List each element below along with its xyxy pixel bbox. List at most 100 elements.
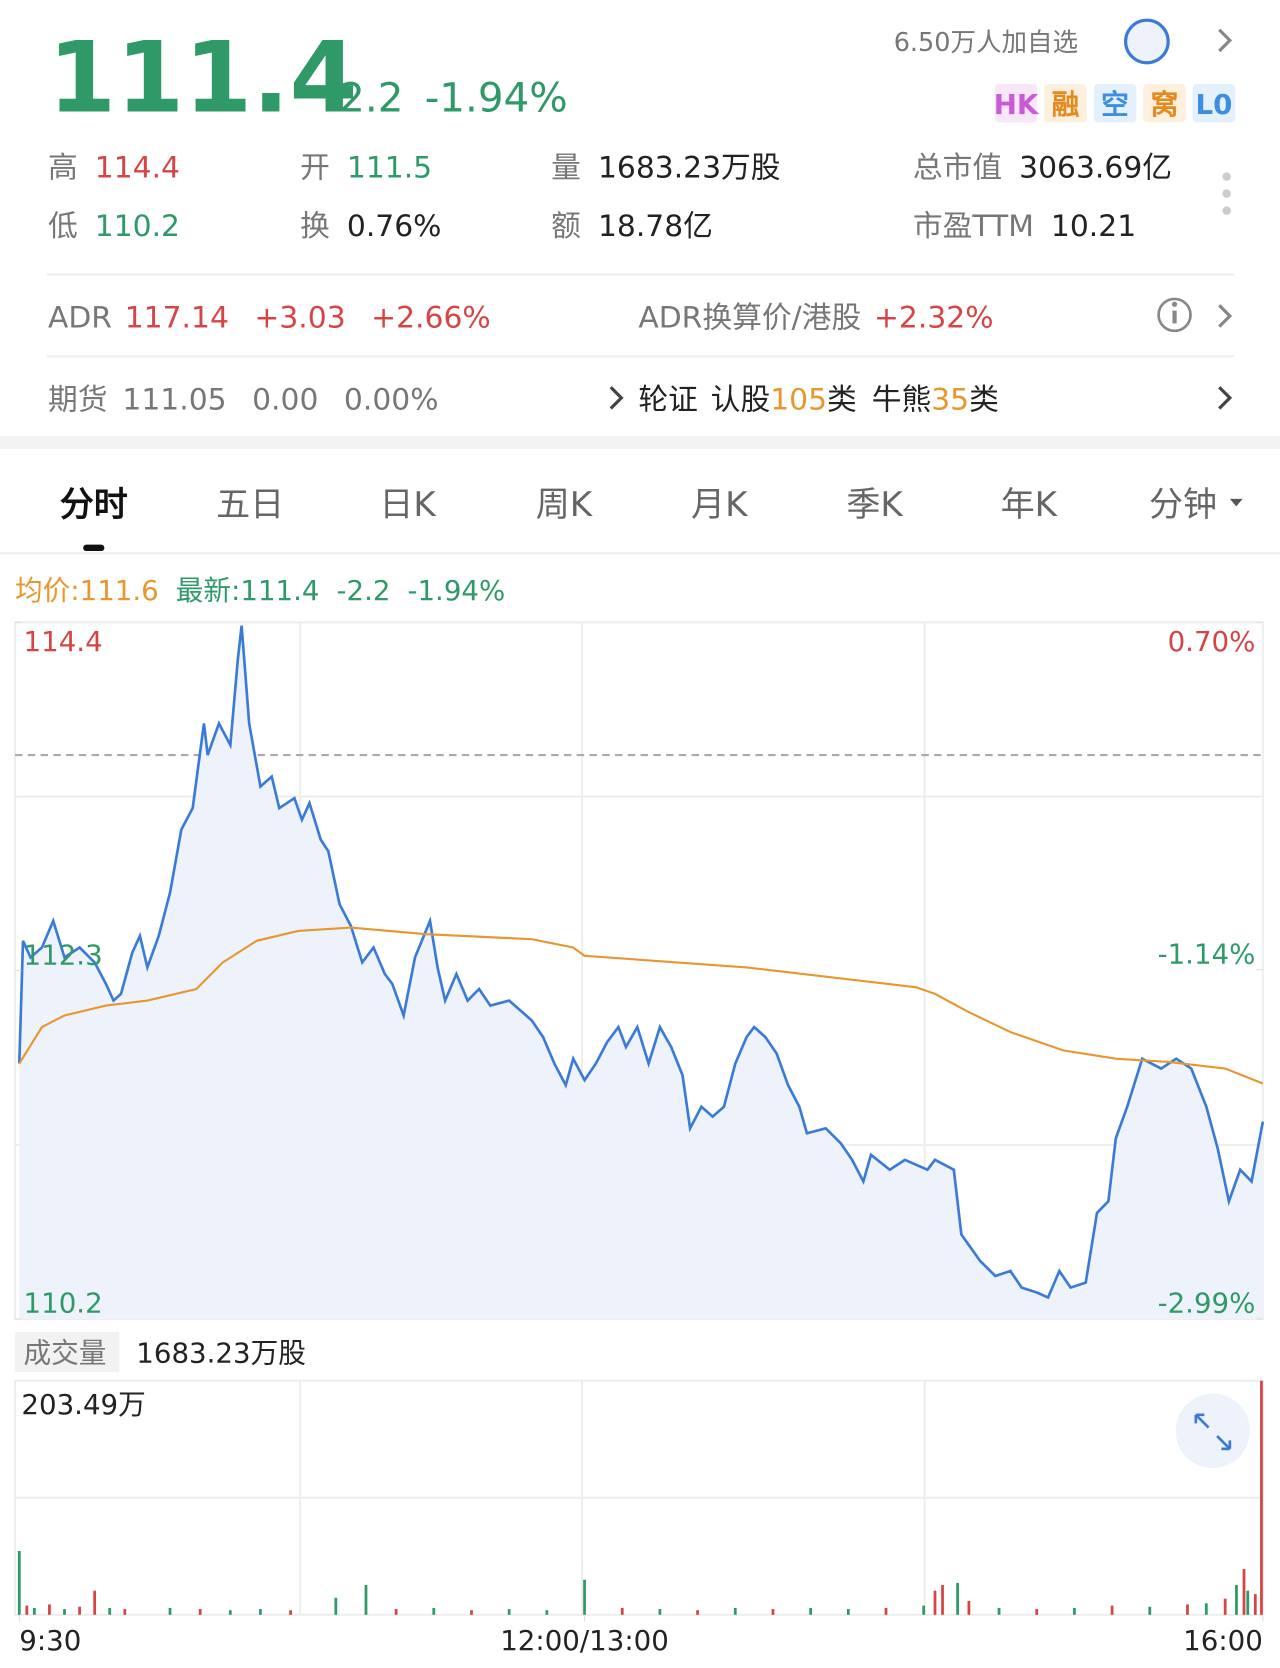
stat-value: 1683.23万股 — [598, 151, 781, 186]
futures-price: 111.05 — [122, 383, 226, 418]
stat-label: 市盈TTM — [913, 209, 1034, 244]
volume-bar — [364, 1585, 368, 1615]
tab-indicator — [83, 544, 105, 552]
volume-bar — [922, 1605, 926, 1615]
more-dot[interactable] — [1222, 206, 1231, 215]
y-tick-label: 110.2 — [24, 1287, 103, 1320]
tab[interactable]: 月K — [691, 485, 749, 525]
stat-value: 114.4 — [95, 151, 180, 186]
watchers[interactable]: 6.50万人加自选 — [894, 28, 1078, 58]
tab[interactable]: 分时 — [60, 485, 128, 525]
volume-bar — [198, 1609, 202, 1615]
stat-value: 0.76% — [347, 209, 442, 244]
tab[interactable]: 日K — [379, 485, 437, 525]
tag: 融 — [1052, 88, 1080, 121]
expand-icon — [1194, 1413, 1232, 1451]
x-tick-label: 16:00 — [1183, 1624, 1263, 1657]
line — [18, 926, 1264, 1085]
volume-bar — [1253, 1594, 1257, 1615]
stat-value: 18.78亿 — [598, 209, 713, 244]
tab[interactable]: 五日 — [216, 485, 284, 525]
cbbc-count: 35 — [931, 383, 969, 418]
adr-conv-value: +2.32% — [874, 301, 994, 336]
tab[interactable]: 年K — [1001, 485, 1059, 525]
volume-badge — [15, 1331, 120, 1373]
volume-bar — [1035, 1609, 1039, 1615]
y2-tick-label: 0.70% — [1168, 625, 1256, 658]
adr-price: 117.14 — [125, 301, 229, 336]
volume-bar — [228, 1610, 232, 1615]
warrants-row[interactable]: 轮证 认股105类 牛熊35类 — [638, 383, 999, 418]
legend-pct: -1.94% — [407, 574, 505, 607]
volume-bar — [93, 1590, 97, 1615]
volume-bar — [63, 1609, 66, 1615]
adr-conv[interactable]: ADR换算价/港股 +2.32% — [638, 301, 993, 336]
adr-pct: +2.66% — [371, 301, 491, 336]
volume-bar — [956, 1582, 959, 1615]
y-tick-label: 114.4 — [24, 625, 103, 658]
volume-bar — [809, 1607, 813, 1615]
cbbc-label: 牛熊 — [872, 383, 932, 418]
volume-bar — [545, 1610, 549, 1615]
y2-tick-label: -1.14% — [1158, 937, 1256, 970]
tab[interactable]: 周K — [536, 485, 594, 525]
tab[interactable]: 分钟 — [1149, 485, 1217, 525]
volume-bar — [771, 1609, 775, 1615]
volume-bar — [334, 1597, 338, 1615]
tab[interactable]: 季K — [846, 485, 904, 525]
chevron[interactable] — [609, 386, 624, 410]
chevron[interactable] — [1218, 304, 1233, 328]
info-icon[interactable] — [1157, 297, 1192, 333]
adr-change: +3.03 — [254, 301, 345, 336]
volume-bar — [123, 1609, 127, 1615]
volume-bar — [432, 1607, 436, 1615]
legend-latest-name: 最新: — [176, 574, 241, 607]
stat-label: 高 — [48, 151, 78, 186]
stat-label: 低 — [48, 209, 78, 244]
change-pct: -1.94% — [425, 74, 568, 122]
stat-value: 110.2 — [95, 209, 180, 244]
x-tick-label: 9:30 — [19, 1624, 81, 1657]
volume-bar — [17, 1550, 21, 1615]
volume-bar — [1260, 1380, 1263, 1615]
y-tick-label: 203.49万 — [21, 1388, 145, 1421]
futures-label: 期货 — [48, 383, 108, 418]
tag: L0 — [1195, 88, 1232, 121]
volume-bar — [1235, 1584, 1238, 1615]
adr-row[interactable]: ADR 117.14 +3.03 +2.66% — [48, 301, 491, 336]
volume-bar — [846, 1609, 850, 1615]
futures-pct: 0.00% — [344, 383, 439, 418]
volume-bar — [1242, 1569, 1246, 1615]
futures-row[interactable]: 期货 111.05 0.00 0.00% — [48, 383, 438, 418]
volume-bar — [394, 1609, 398, 1615]
tag-bg — [1192, 84, 1236, 123]
legend-latest: 111.4 — [240, 574, 319, 607]
volume-bar — [25, 1605, 29, 1615]
tag: HK — [994, 88, 1040, 121]
chevron[interactable] — [1218, 386, 1233, 410]
y2-tick-label: -2.99% — [1158, 1287, 1256, 1320]
volume-bar — [1223, 1598, 1227, 1615]
chevron[interactable] — [1218, 28, 1233, 53]
avatar[interactable] — [1124, 18, 1170, 65]
futures-change: 0.00 — [252, 383, 318, 418]
more-dot[interactable] — [1222, 172, 1231, 181]
change: -2.2 — [325, 74, 404, 122]
volume-bar — [1246, 1590, 1250, 1615]
volume-total: 1683.23万股 — [136, 1337, 306, 1370]
volume-bar — [1110, 1605, 1114, 1615]
volume-bar — [1073, 1607, 1076, 1615]
volume-bar — [658, 1609, 662, 1615]
info-icon-bar — [1172, 310, 1177, 324]
volume-bar — [1186, 1604, 1189, 1615]
volume-title: 成交量 — [24, 1337, 107, 1370]
more-dot[interactable] — [1222, 189, 1231, 198]
tag-bg — [994, 84, 1038, 123]
volume-bar — [733, 1607, 737, 1615]
volume-bar — [259, 1609, 262, 1615]
volume-bar — [941, 1585, 944, 1615]
volume-bar — [78, 1606, 81, 1615]
x-tick-label: 12:00/13:00 — [500, 1624, 669, 1657]
stat-label: 换 — [300, 209, 330, 244]
expand-button[interactable] — [1175, 1393, 1251, 1469]
